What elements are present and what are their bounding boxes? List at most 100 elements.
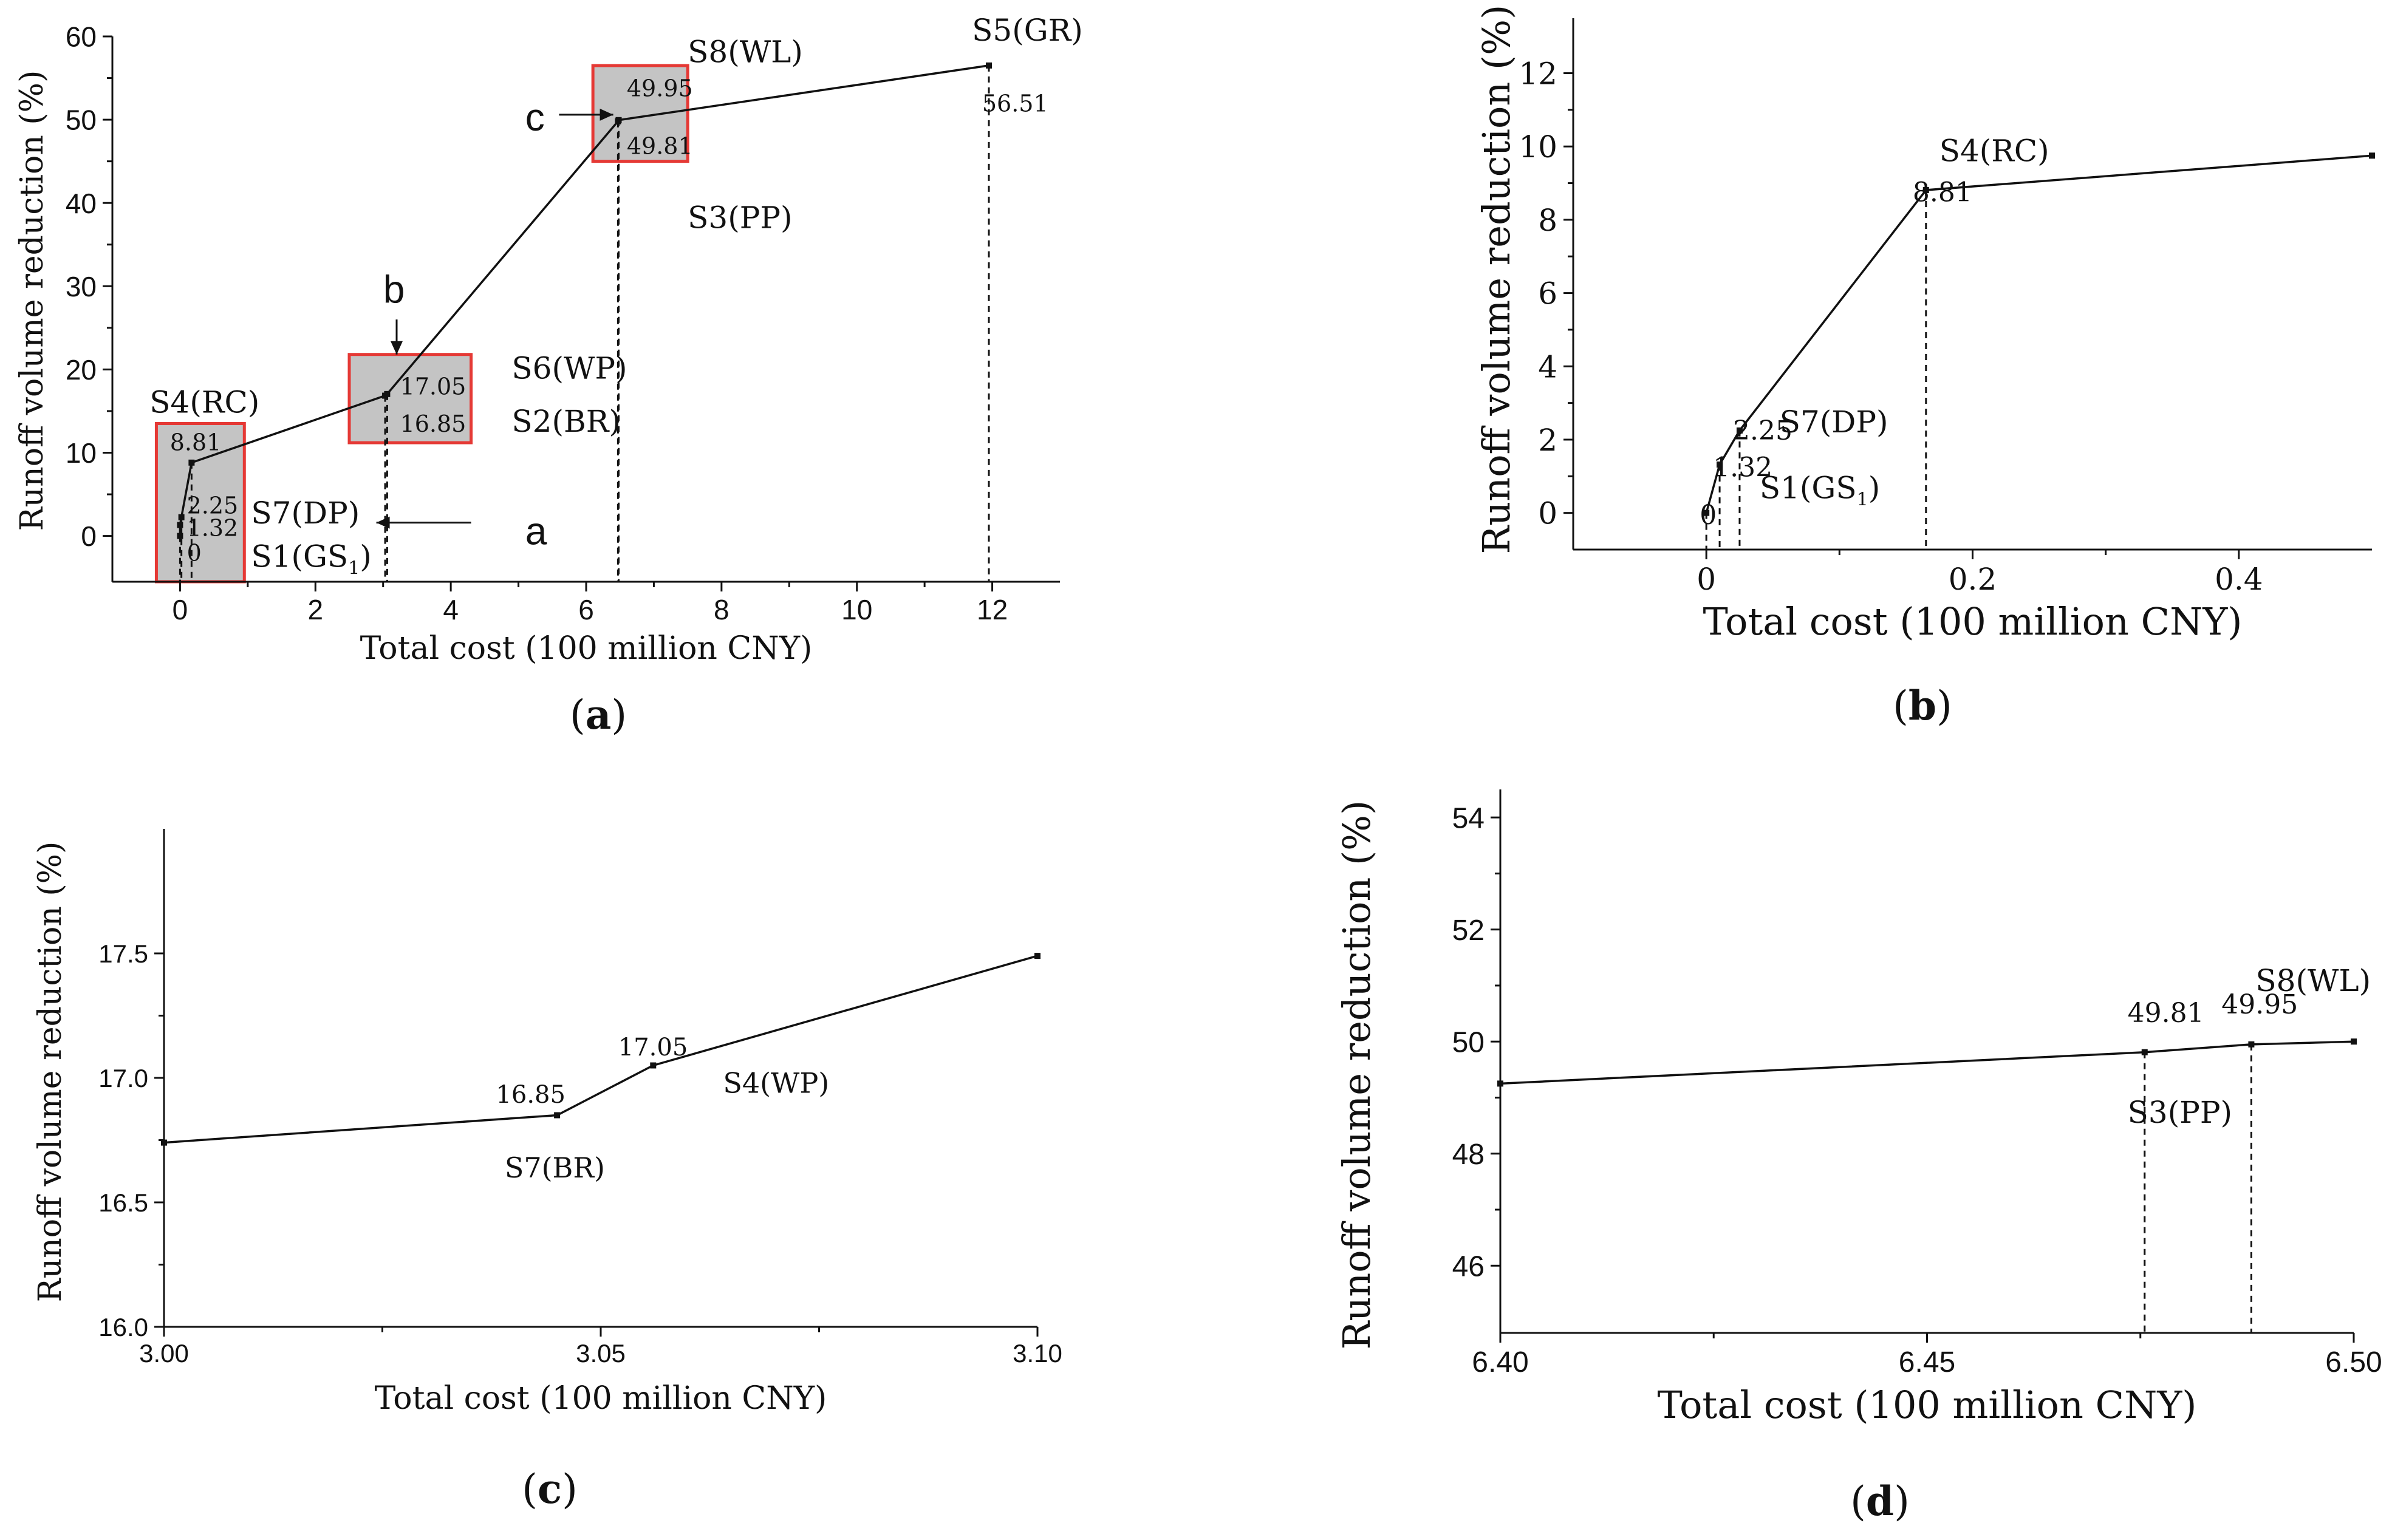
panel-caption: (d) bbox=[1850, 1477, 1910, 1525]
data-point bbox=[2369, 152, 2375, 159]
panel-d: 6.40 6.45 6.50 46 48 50 52 54 49.81 49.95 S3(PP) S8… bbox=[1334, 789, 2382, 1525]
caption-close: ) bbox=[1894, 1478, 1910, 1525]
y-axis-label: Runoff volume reduction (%) bbox=[14, 70, 50, 531]
x-axis-label: Total cost (100 million CNY) bbox=[1703, 599, 2243, 644]
panel-c: 3.00 3.05 3.10 16.0 16.5 17.0 17.5 16.85 17.05 S7… bbox=[32, 829, 1062, 1513]
scheme-label-text: S4(RC) bbox=[1939, 133, 2049, 168]
panel-caption: (c) bbox=[522, 1465, 578, 1513]
annotation-letter: a bbox=[525, 509, 547, 553]
data-point bbox=[615, 117, 622, 123]
annotation-arrow-head bbox=[391, 341, 403, 355]
scheme-label-close: ) bbox=[360, 539, 372, 574]
scheme-label-text: S5(GR) bbox=[972, 13, 1083, 48]
y-tick-label: 16.5 bbox=[98, 1188, 148, 1217]
scheme-label-text: S7(DP) bbox=[251, 496, 360, 531]
data-point bbox=[650, 1062, 657, 1069]
data-point bbox=[161, 1139, 167, 1146]
x-tick-label: 6 bbox=[578, 594, 594, 625]
y-tick-label: 50 bbox=[1452, 1026, 1485, 1058]
scheme-label-text: S4(RC) bbox=[149, 385, 259, 420]
y-tick-label: 0 bbox=[81, 520, 97, 552]
x-tick-label: 6.50 bbox=[2325, 1346, 2382, 1378]
x-tick-label: 2 bbox=[307, 594, 323, 625]
caption-letter: c bbox=[538, 1465, 562, 1513]
data-point bbox=[554, 1112, 561, 1119]
scheme-label-close: ) bbox=[1868, 471, 1881, 506]
scheme-label: S7(BR) bbox=[505, 1151, 605, 1184]
scheme-label-text: S1(GS bbox=[1760, 471, 1857, 506]
scheme-label-text: S4(WP) bbox=[723, 1067, 829, 1100]
y-tick-label: 8 bbox=[1538, 203, 1557, 238]
scheme-label: S7(DP) bbox=[251, 496, 360, 531]
caption-open: ( bbox=[1850, 1478, 1866, 1525]
scheme-label: S3(PP) bbox=[688, 200, 792, 235]
value-label: 17.05 bbox=[400, 373, 466, 400]
y-tick-label: 17.5 bbox=[98, 939, 148, 968]
y-tick-label: 52 bbox=[1452, 915, 1485, 947]
y-axis-label: Runoff volume reduction (%) bbox=[32, 842, 69, 1303]
y-tick-label: 0 bbox=[1538, 496, 1557, 531]
x-axis-label: Total cost (100 million CNY) bbox=[1658, 1383, 2197, 1427]
value-label: 2.25 bbox=[187, 492, 239, 519]
scheme-label: S8(WL) bbox=[688, 35, 803, 70]
annotation-arrow-head bbox=[376, 516, 390, 529]
scheme-label: S2(BR) bbox=[511, 404, 620, 439]
y-tick-label: 6 bbox=[1538, 276, 1557, 312]
scheme-label: S1(GS1) bbox=[1760, 471, 1880, 511]
value-label: 49.81 bbox=[627, 132, 693, 159]
value-label: 2.25 bbox=[1733, 415, 1792, 446]
data-point bbox=[1922, 187, 1929, 194]
scheme-label: S1(GS1) bbox=[251, 539, 371, 579]
y-tick-label: 48 bbox=[1452, 1139, 1485, 1171]
series-line bbox=[163, 955, 1038, 1144]
scheme-label: S4(WP) bbox=[723, 1067, 829, 1100]
y-axis-label: Runoff volume reduction (%) bbox=[1474, 5, 1519, 554]
y-tick-label: 10 bbox=[1519, 129, 1557, 165]
y-tick-label: 46 bbox=[1452, 1251, 1485, 1283]
data-point bbox=[1703, 509, 1710, 516]
value-label: 16.85 bbox=[496, 1081, 566, 1109]
scheme-label-text: S1(GS bbox=[251, 539, 348, 574]
scheme-label-text: S6(WP) bbox=[511, 350, 627, 386]
annotation-letter: b bbox=[383, 268, 405, 312]
value-label: 0 bbox=[1700, 500, 1717, 531]
panel-caption: (b) bbox=[1893, 682, 1952, 729]
x-tick-label: 0.2 bbox=[1949, 562, 1997, 597]
value-label: 1.32 bbox=[187, 515, 239, 542]
scheme-label-text: S7(DP) bbox=[1780, 404, 1888, 440]
caption-letter: b bbox=[1908, 682, 1936, 729]
value-label: 16.85 bbox=[400, 411, 466, 437]
caption-letter: a bbox=[586, 691, 612, 738]
scheme-label-subscript: 1 bbox=[1857, 489, 1868, 511]
annotation-letter: c bbox=[525, 95, 545, 139]
x-tick-label: 6.40 bbox=[1472, 1346, 1528, 1378]
scheme-label-text: S3(PP) bbox=[688, 200, 792, 235]
y-tick-label: 17.0 bbox=[98, 1064, 148, 1092]
data-point bbox=[1717, 462, 1723, 468]
panel-a: 0 2 4 6 8 10 12010203040506001.322.258.8117.05… bbox=[14, 13, 1083, 738]
x-tick-label: 10 bbox=[841, 594, 872, 625]
x-tick-label: 3.00 bbox=[139, 1339, 189, 1368]
value-label: 49.95 bbox=[627, 75, 693, 102]
scheme-label-text: S8(WL) bbox=[688, 35, 803, 70]
x-tick-label: 0.4 bbox=[2215, 562, 2263, 597]
caption-open: ( bbox=[522, 1466, 538, 1513]
data-point bbox=[2141, 1049, 2148, 1055]
y-tick-label: 20 bbox=[66, 354, 97, 386]
data-point bbox=[384, 390, 391, 397]
data-point bbox=[178, 514, 185, 520]
x-tick-label: 4 bbox=[443, 594, 459, 625]
scheme-label-text: S7(BR) bbox=[505, 1151, 605, 1184]
y-tick-label: 50 bbox=[66, 104, 97, 136]
scheme-label: S3(PP) bbox=[2128, 1095, 2232, 1130]
scheme-label: S6(WP) bbox=[511, 350, 627, 386]
value-label: 0 bbox=[187, 540, 202, 567]
scheme-label-text: S8(WL) bbox=[2255, 963, 2371, 998]
caption-letter: d bbox=[1866, 1477, 1894, 1525]
data-point bbox=[1736, 427, 1743, 434]
x-tick-label: 8 bbox=[714, 594, 730, 625]
caption-open: ( bbox=[1893, 683, 1908, 729]
y-tick-label: 10 bbox=[66, 437, 97, 469]
value-label: 17.05 bbox=[618, 1034, 688, 1061]
y-tick-label: 54 bbox=[1452, 802, 1485, 834]
